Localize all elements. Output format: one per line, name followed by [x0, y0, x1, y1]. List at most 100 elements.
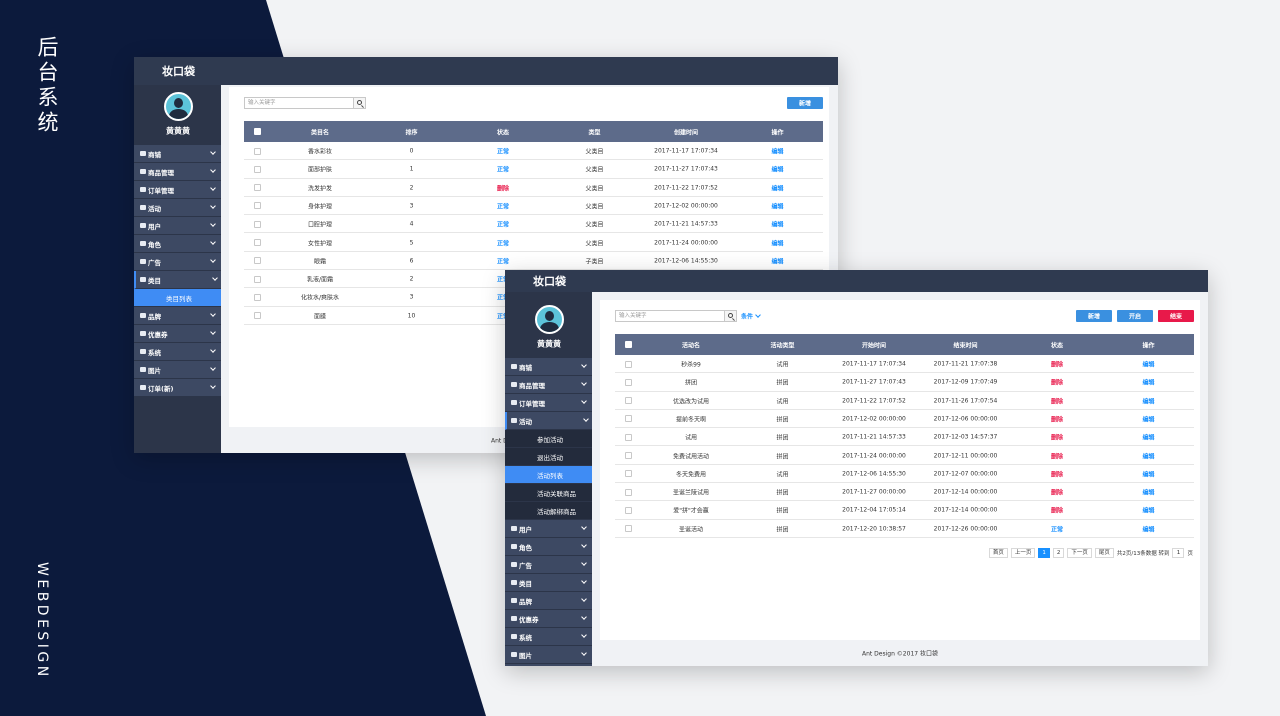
- menu-item[interactable]: 系统: [505, 628, 592, 646]
- menu-item[interactable]: 商品管理: [505, 376, 592, 394]
- menu-item[interactable]: 类目列表: [134, 289, 221, 307]
- menu-item[interactable]: 类目: [505, 574, 592, 592]
- menu-item[interactable]: 品牌: [505, 592, 592, 610]
- row-checkbox[interactable]: [625, 433, 632, 441]
- menu-icon: [140, 151, 146, 156]
- menu-item[interactable]: 优惠券: [134, 325, 221, 343]
- menu-label: 用户: [148, 223, 161, 231]
- page-button[interactable]: 首页: [988, 548, 1008, 558]
- menu-item[interactable]: 商品管理: [134, 163, 221, 181]
- row-checkbox[interactable]: [625, 378, 632, 386]
- row-checkbox[interactable]: [254, 312, 261, 320]
- menu-item[interactable]: 商铺: [505, 358, 592, 376]
- menu-item[interactable]: 参加活动: [505, 430, 592, 448]
- edit-link[interactable]: 编辑: [1142, 526, 1155, 534]
- page-button[interactable]: 1: [1038, 548, 1050, 558]
- avatar-head: [545, 311, 554, 321]
- row-checkbox[interactable]: [625, 397, 632, 405]
- edit-link[interactable]: 编辑: [1142, 471, 1155, 479]
- menu-item[interactable]: 图片: [505, 646, 592, 664]
- edit-link[interactable]: 编辑: [1142, 361, 1155, 369]
- menu-item[interactable]: 用户: [505, 520, 592, 538]
- edit-link[interactable]: 编辑: [771, 148, 784, 156]
- page-input[interactable]: 1: [1172, 548, 1185, 558]
- menu-item[interactable]: 优惠券: [505, 610, 592, 628]
- edit-link[interactable]: 编辑: [771, 185, 784, 193]
- menu-item[interactable]: 图片: [134, 361, 221, 379]
- menu-item[interactable]: 广告: [505, 556, 592, 574]
- menu-item[interactable]: 系统: [134, 343, 221, 361]
- edit-link[interactable]: 编辑: [1142, 379, 1155, 387]
- chevron: [210, 329, 216, 335]
- edit-link[interactable]: 编辑: [1142, 507, 1155, 515]
- edit-link[interactable]: 编辑: [1142, 453, 1155, 460]
- filter-link[interactable]: 条件: [741, 313, 754, 321]
- row-checkbox[interactable]: [625, 525, 632, 533]
- row-checkbox[interactable]: [625, 470, 632, 478]
- edit-link[interactable]: 编辑: [771, 258, 784, 266]
- avatar-body: [540, 322, 559, 332]
- page-button[interactable]: 尾页: [1094, 548, 1114, 558]
- menu-item[interactable]: 类目: [134, 271, 221, 289]
- row-checkbox[interactable]: [254, 220, 261, 228]
- row-checkbox[interactable]: [254, 184, 261, 192]
- row-checkbox[interactable]: [254, 165, 261, 173]
- row-checkbox[interactable]: [254, 147, 261, 155]
- button[interactable]: 结束: [1158, 310, 1194, 322]
- row-checkbox[interactable]: [254, 293, 261, 301]
- menu-item[interactable]: 活动关联商品: [505, 484, 592, 502]
- page-button[interactable]: 上一页: [1010, 548, 1036, 558]
- menu-item[interactable]: 订单(新): [505, 664, 592, 666]
- header-checkbox[interactable]: [254, 128, 261, 135]
- menu-item[interactable]: 角色: [505, 538, 592, 556]
- button[interactable]: 新增: [1076, 310, 1112, 322]
- page-button[interactable]: 2: [1052, 548, 1065, 558]
- row-checkbox[interactable]: [625, 415, 632, 423]
- page-button[interactable]: 下一页: [1067, 548, 1092, 558]
- row-checkbox[interactable]: [625, 506, 632, 514]
- menu-item[interactable]: 订单管理: [505, 394, 592, 412]
- menu-item[interactable]: 品牌: [134, 307, 221, 325]
- edit-link[interactable]: 编辑: [771, 166, 784, 174]
- menu-icon: [140, 223, 146, 228]
- edit-link[interactable]: 编辑: [1142, 489, 1155, 497]
- search-button[interactable]: [724, 310, 737, 322]
- chevron: [581, 614, 587, 620]
- cell: 2017-12-02 00:00:00: [842, 415, 906, 423]
- menu-item[interactable]: 广告: [134, 253, 221, 271]
- menu-item[interactable]: 商铺: [134, 145, 221, 163]
- row-checkbox[interactable]: [254, 257, 261, 265]
- column-header: 活动名: [681, 342, 701, 349]
- menu-item[interactable]: 角色: [134, 235, 221, 253]
- row-checkbox[interactable]: [254, 275, 261, 283]
- menu-item[interactable]: 活动: [505, 412, 592, 430]
- edit-link[interactable]: 编辑: [771, 240, 784, 247]
- menu-item[interactable]: 活动: [134, 199, 221, 217]
- edit-link[interactable]: 编辑: [1142, 434, 1155, 442]
- row-checkbox[interactable]: [625, 488, 632, 496]
- search-input[interactable]: 输入关键字: [615, 310, 725, 322]
- row-checkbox[interactable]: [254, 202, 261, 210]
- edit-link[interactable]: 编辑: [771, 221, 784, 229]
- menu-item[interactable]: 退出活动: [505, 448, 592, 466]
- search-button[interactable]: [353, 97, 366, 109]
- menu-item[interactable]: 订单管理: [134, 181, 221, 199]
- search-input[interactable]: 输入关键字: [244, 97, 354, 109]
- cell: 2017-11-26 17:07:54: [933, 397, 998, 405]
- edit-link[interactable]: 编辑: [1142, 416, 1155, 424]
- row-checkbox[interactable]: [625, 452, 632, 459]
- side-title: 后台系统: [35, 36, 59, 136]
- menu-item[interactable]: 活动解绑商品: [505, 502, 592, 520]
- row-checkbox[interactable]: [254, 239, 261, 246]
- menu-item[interactable]: 活动列表: [505, 466, 592, 484]
- button[interactable]: 新增: [787, 97, 823, 109]
- button[interactable]: 开启: [1117, 310, 1153, 322]
- edit-link[interactable]: 编辑: [1142, 398, 1155, 406]
- button-label: 新增: [1087, 313, 1101, 321]
- menu-item[interactable]: 用户: [134, 217, 221, 235]
- chevron: [210, 185, 216, 191]
- row-checkbox[interactable]: [625, 360, 632, 368]
- menu-item[interactable]: 订单(新): [134, 379, 221, 397]
- edit-link[interactable]: 编辑: [771, 203, 784, 211]
- header-checkbox[interactable]: [625, 341, 632, 348]
